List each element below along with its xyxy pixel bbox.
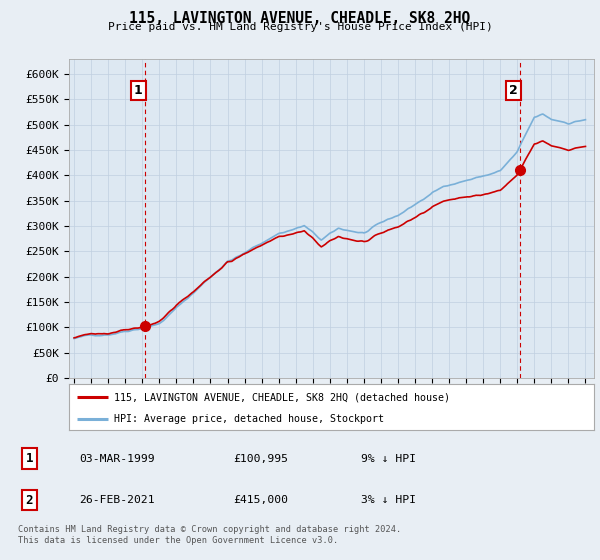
Text: £415,000: £415,000: [233, 495, 288, 505]
Text: Price paid vs. HM Land Registry's House Price Index (HPI): Price paid vs. HM Land Registry's House …: [107, 22, 493, 32]
Text: 1: 1: [26, 452, 33, 465]
Text: £100,995: £100,995: [233, 454, 288, 464]
Text: 115, LAVINGTON AVENUE, CHEADLE, SK8 2HQ: 115, LAVINGTON AVENUE, CHEADLE, SK8 2HQ: [130, 11, 470, 26]
Text: HPI: Average price, detached house, Stockport: HPI: Average price, detached house, Stoc…: [113, 414, 383, 424]
Text: 2: 2: [26, 494, 33, 507]
Text: 9% ↓ HPI: 9% ↓ HPI: [361, 454, 416, 464]
Text: 1: 1: [134, 84, 143, 97]
Text: 3% ↓ HPI: 3% ↓ HPI: [361, 495, 416, 505]
Text: 03-MAR-1999: 03-MAR-1999: [79, 454, 155, 464]
Text: 2: 2: [509, 84, 517, 97]
Text: 115, LAVINGTON AVENUE, CHEADLE, SK8 2HQ (detached house): 115, LAVINGTON AVENUE, CHEADLE, SK8 2HQ …: [113, 392, 449, 402]
Text: Contains HM Land Registry data © Crown copyright and database right 2024.
This d: Contains HM Land Registry data © Crown c…: [18, 525, 401, 545]
Text: 26-FEB-2021: 26-FEB-2021: [79, 495, 155, 505]
